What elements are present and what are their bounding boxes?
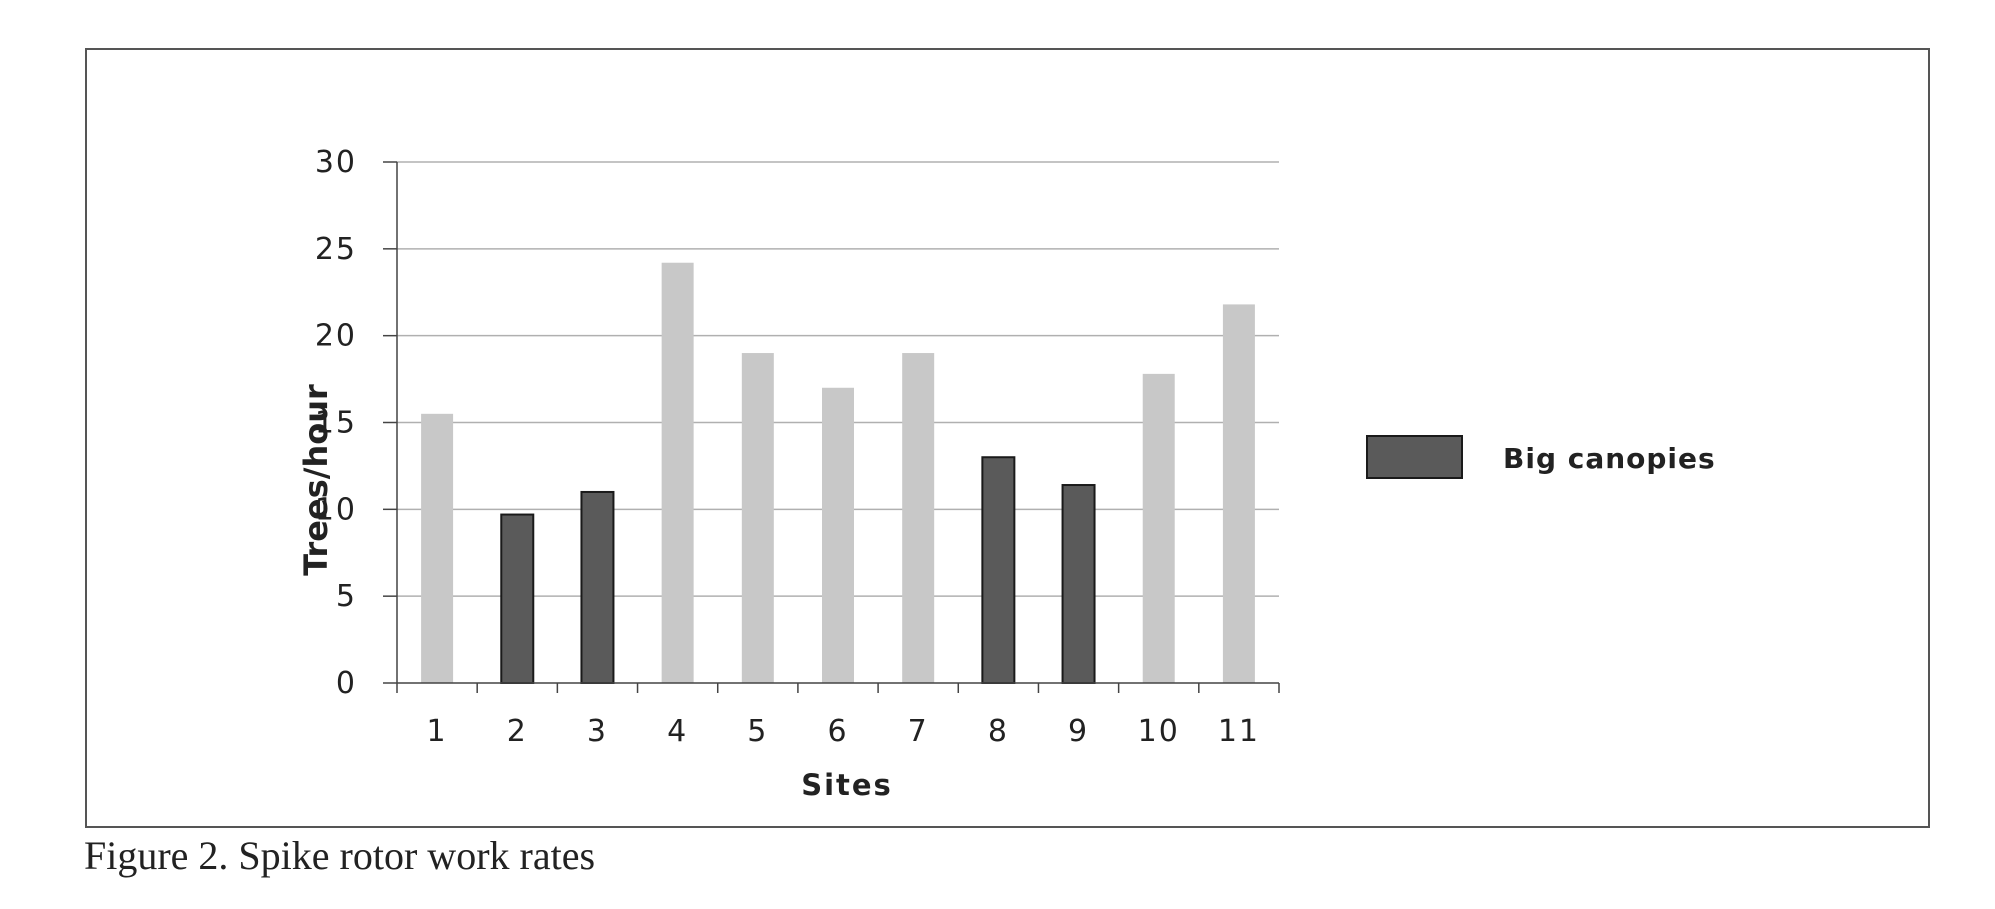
- y-tick-label-10: 10: [315, 492, 357, 527]
- x-axis-title: Sites: [801, 768, 893, 802]
- bar-site-7: [902, 353, 935, 683]
- y-tick-label-25: 25: [315, 232, 357, 267]
- figure-caption: Figure 2. Spike rotor work rates: [84, 833, 596, 878]
- chart-frame: 0 5 10 15 20 25 30 1 2 3 4 5 6 7 8 9 10 11 Trees/hour Sit…: [85, 48, 1930, 828]
- x-tick-label-9: 9: [1068, 714, 1089, 749]
- legend-label-big-canopies: Big canopies: [1503, 442, 1716, 475]
- tick-labels: 0 5 10 15 20 25 30 1 2 3 4 5 6 7 8 9 10 11: [315, 145, 1260, 749]
- y-tick-label-0: 0: [336, 666, 357, 701]
- legend-swatch-big-canopies: [1366, 435, 1463, 479]
- y-axis-title: Trees/hour: [297, 384, 335, 576]
- y-tick-label-15: 15: [315, 406, 357, 441]
- bar-site-3: [580, 490, 615, 685]
- x-tick-label-7: 7: [908, 714, 929, 749]
- y-tick-label-5: 5: [336, 579, 357, 614]
- bar-site-2: [500, 513, 535, 684]
- x-tick-label-11: 11: [1218, 714, 1260, 749]
- bar-chart: 0 5 10 15 20 25 30 1 2 3 4 5 6 7 8 9 10 11 Trees/hour Sit…: [297, 145, 1716, 802]
- y-tick-label-20: 20: [315, 319, 357, 354]
- bar-site-4: [661, 262, 694, 683]
- legend: Big canopies: [1366, 435, 1716, 479]
- x-tick-label-1: 1: [427, 714, 448, 749]
- x-tick-label-10: 10: [1138, 714, 1180, 749]
- x-tick-label-4: 4: [667, 714, 688, 749]
- bar-site-10: [1142, 373, 1175, 683]
- bar-site-8: [981, 456, 1016, 684]
- y-tick-label-30: 30: [315, 145, 357, 180]
- x-tick-label-3: 3: [587, 714, 608, 749]
- bars: [421, 262, 1255, 685]
- bar-site-5: [741, 353, 774, 683]
- bar-site-11: [1222, 304, 1255, 683]
- x-tick-label-2: 2: [507, 714, 528, 749]
- bar-site-6: [822, 387, 854, 683]
- bar-site-1: [421, 413, 454, 683]
- bar-site-9: [1061, 484, 1096, 684]
- axes: [383, 161, 1280, 693]
- x-tick-label-5: 5: [747, 714, 768, 749]
- x-tick-label-8: 8: [988, 714, 1009, 749]
- x-tick-label-6: 6: [827, 714, 848, 749]
